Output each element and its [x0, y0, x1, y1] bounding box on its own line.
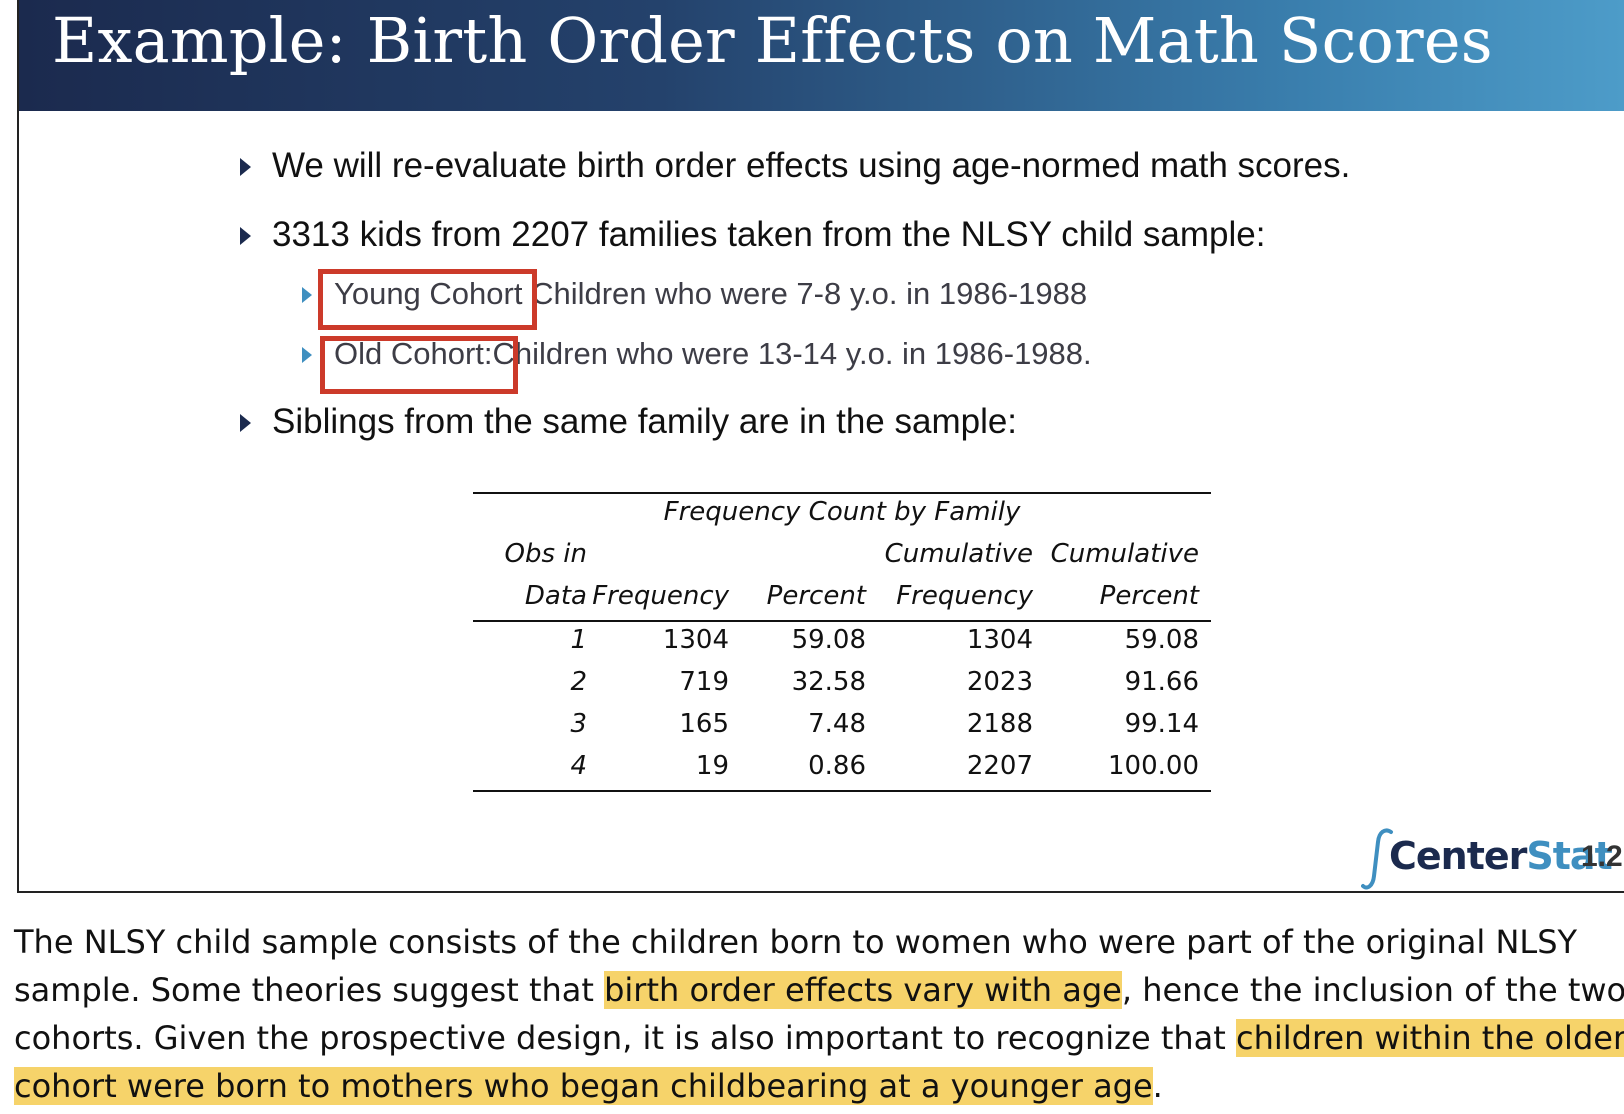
sub-bullet-triangle-icon — [302, 347, 312, 363]
notes-line: cohort were born to mothers who began ch… — [14, 1062, 1618, 1110]
header-obs-in: Obs in — [504, 539, 587, 569]
bullet-triangle-icon — [240, 414, 251, 432]
table-cell: 100.00 — [1108, 751, 1199, 781]
table-caption: Frequency Count by Family — [663, 497, 1021, 527]
table-bottom-rule — [473, 790, 1211, 792]
table-cell: 19 — [695, 751, 729, 781]
cohort-label: Young Cohort — [334, 276, 523, 311]
table-header-rule — [473, 620, 1211, 622]
header-frequency: Frequency — [592, 581, 729, 611]
table-cell: 4 — [570, 751, 587, 781]
notes-line: sample. Some theories suggest that birth… — [14, 966, 1624, 1014]
table-cell: 0.86 — [808, 751, 866, 781]
table-cell: 99.14 — [1124, 709, 1199, 739]
table-cell: 2023 — [966, 667, 1033, 697]
header-percent: Percent — [1099, 581, 1199, 611]
bullet-text: Siblings from the same family are in the… — [272, 402, 1018, 441]
young-cohort-highlight-box — [318, 269, 537, 330]
bullet-triangle-icon — [240, 158, 251, 176]
table-cell: 1 — [570, 625, 587, 655]
notes-text: cohorts. Given the prospective design, i… — [14, 1019, 1236, 1057]
table-cell: 1304 — [966, 625, 1033, 655]
notes-text: , hence the inclusion of the two — [1121, 971, 1624, 1009]
table-cell: 2188 — [966, 709, 1033, 739]
table-cell: 59.08 — [791, 625, 866, 655]
logo-text-center: Center — [1389, 834, 1527, 878]
bullet-text: 3313 kids from 2207 families taken from … — [272, 215, 1266, 254]
logo-text-stat: Stat — [1526, 834, 1612, 878]
table-cell: 2 — [570, 667, 587, 697]
highlighted-text: birth order effects vary with age — [604, 971, 1122, 1009]
cohort-description: Children who were 7-8 y.o. in 1986-1988 — [531, 276, 1088, 311]
table-cell: 1304 — [662, 625, 729, 655]
bullet-triangle-icon — [240, 227, 251, 245]
slide-title: Example: Birth Order Effects on Math Sco… — [52, 4, 1493, 77]
table-cell: 7.48 — [808, 709, 866, 739]
cohort-label: Old Cohort: — [334, 336, 493, 371]
header-cumulative-percent: Cumulative — [1050, 539, 1199, 569]
header-data: Data — [524, 581, 587, 611]
highlighted-text: children within the older — [1235, 1019, 1624, 1057]
table-top-rule — [473, 492, 1211, 494]
table-cell: 2207 — [966, 751, 1033, 781]
sub-bullet-triangle-icon — [302, 287, 312, 303]
notes-line: cohorts. Given the prospective design, i… — [14, 1014, 1624, 1062]
table-cell: 3 — [570, 709, 587, 739]
header-frequency: Frequency — [896, 581, 1033, 611]
centerstat-logo: CenterStat — [1361, 826, 1613, 892]
speaker-notes: The NLSY child sample consists of the ch… — [14, 918, 1624, 1110]
notes-text: . — [1152, 1067, 1163, 1105]
title-bar — [19, 0, 1624, 111]
integral-sign-icon — [1361, 828, 1393, 890]
table-cell: 32.58 — [791, 667, 866, 697]
old-cohort-highlight-box — [320, 336, 518, 394]
bullet-text: We will re-evaluate birth order effects … — [272, 146, 1351, 185]
header-percent: Percent — [766, 581, 866, 611]
notes-text: sample. Some theories suggest that — [14, 971, 605, 1009]
slide-number: 1.2 — [1581, 840, 1623, 873]
notes-line: The NLSY child sample consists of the ch… — [14, 918, 1618, 966]
slide-frame — [17, 0, 1624, 893]
highlighted-text: cohort were born to mothers who began ch… — [14, 1067, 1153, 1105]
cohort-description: Children who were 13-14 y.o. in 1986-198… — [492, 336, 1092, 371]
table-cell: 59.08 — [1124, 625, 1199, 655]
table-cell: 165 — [679, 709, 729, 739]
table-cell: 719 — [679, 667, 729, 697]
notes-text: The NLSY child sample consists of the ch… — [14, 923, 1578, 961]
table-cell: 91.66 — [1124, 667, 1199, 697]
header-cumulative-frequency: Cumulative — [884, 539, 1033, 569]
